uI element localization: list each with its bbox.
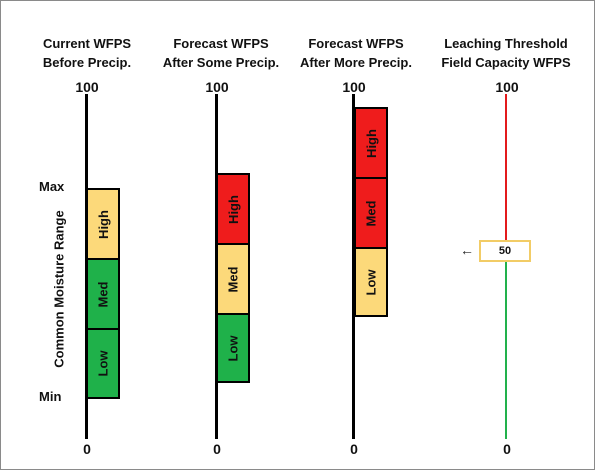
column-2-box-high: High (216, 173, 250, 245)
column-3-bottom-label: 0 (350, 441, 358, 457)
column-2-box-low-label: Low (225, 335, 241, 361)
column-2-header-line2: After Some Precip. (162, 55, 280, 70)
column-4-header-line2: Field Capacity WFPS (441, 55, 571, 70)
column-2-header: Forecast WFPS After Some Precip. (136, 34, 306, 72)
column-2-top-label: 100 (205, 79, 229, 95)
column-1-header: Current WFPS Before Precip. (2, 34, 172, 72)
min-label: Min (39, 389, 62, 404)
column-3-box-high: High (354, 107, 388, 179)
column-1-box-low: Low (86, 328, 120, 399)
column-3-box-low-label: Low (363, 269, 379, 295)
column-3-top-label: 100 (342, 79, 366, 95)
column-4-header-line1: Leaching Threshold (444, 36, 568, 51)
column-3-box-low: Low (354, 247, 388, 317)
column-2-header-line1: Forecast WFPS (173, 36, 269, 51)
column-3-header: Forecast WFPS After More Precip. (271, 34, 441, 72)
column-3-axis (352, 94, 355, 439)
column-3-box-high-label: High (363, 128, 379, 158)
column-2-box-high-label: High (225, 194, 241, 224)
column-3-box-med: Med (354, 177, 388, 249)
column-4-axis-upper (505, 94, 507, 241)
column-4-top-label: 100 (495, 79, 519, 95)
common-moisture-range-label: Common Moisture Range (51, 210, 67, 368)
column-4-axis-lower (505, 261, 507, 439)
column-3-header-line2: After More Precip. (300, 55, 412, 70)
column-3-box-med-label: Med (363, 200, 379, 226)
left-arrow-icon: ← (460, 242, 474, 258)
column-1-box-high-label: High (95, 209, 111, 239)
column-2-box-med: Med (216, 243, 250, 315)
column-2-box-med-label: Med (225, 266, 241, 292)
column-1-header-line2: Before Precip. (42, 55, 132, 70)
column-4-bottom-label: 0 (503, 441, 511, 457)
threshold-value-box: 50 (479, 240, 531, 262)
column-1-box-med: Med (86, 258, 120, 330)
column-1-header-line1: Current WFPS (42, 36, 132, 51)
column-4-header: Leaching Threshold Field Capacity WFPS (421, 34, 591, 72)
column-2-box-low: Low (216, 313, 250, 383)
column-1-top-label: 100 (75, 79, 99, 95)
column-1-box-low-label: Low (95, 350, 111, 377)
column-1-bottom-label: 0 (83, 441, 91, 457)
max-label: Max (39, 179, 65, 194)
column-1-box-high: High (86, 188, 120, 260)
column-3-header-line1: Forecast WFPS (308, 36, 404, 51)
column-1-box-med-label: Med (95, 281, 111, 307)
column-2-bottom-label: 0 (213, 441, 221, 457)
